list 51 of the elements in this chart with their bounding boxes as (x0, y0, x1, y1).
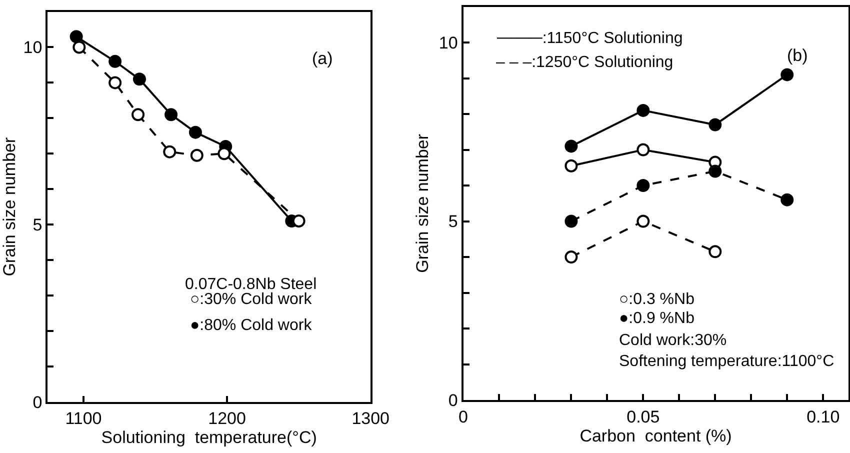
x-axis-title: Carbon content (%) (580, 426, 732, 446)
annotation: – – –:1250°C Solutioning (496, 54, 674, 71)
x-tick-label: 0.10 (806, 407, 840, 426)
point (564, 214, 578, 228)
y-tick-label: 10 (23, 38, 42, 58)
point (108, 76, 122, 90)
y-axis-title: Grain size number (412, 134, 432, 273)
point (132, 108, 145, 122)
point (780, 68, 794, 82)
point (564, 250, 578, 264)
point (190, 148, 204, 162)
point (708, 118, 722, 132)
point (780, 193, 794, 206)
point (708, 245, 722, 258)
y-tick-label: 0 (448, 390, 458, 410)
point (108, 54, 122, 68)
text: (b) (787, 46, 808, 65)
annotation: ●:80% Cold work (190, 317, 313, 334)
y-tick-label: 5 (448, 212, 458, 232)
y-axis-title: Grain size number (0, 137, 19, 276)
point (708, 164, 722, 178)
point (636, 179, 650, 192)
annotation: Cold work:30% (619, 332, 727, 349)
point (163, 145, 176, 158)
point (564, 140, 578, 153)
annotation: ○:0.3 %Nb (619, 291, 695, 308)
annotation: ●:0.9 %Nb (619, 310, 695, 327)
point (188, 126, 202, 139)
annotation: ○:30% Cold work (190, 291, 313, 308)
x-axis-title: Solutioning temperature(°C) (101, 428, 317, 448)
x-tick-label: 0.05 (626, 407, 660, 426)
y-tick-label: 10 (438, 33, 458, 52)
annotation: 0.07C-0.8Nb Steel (185, 276, 317, 293)
y-tick-label: 0 (32, 392, 42, 412)
point (72, 40, 86, 54)
point (292, 214, 306, 228)
point (636, 104, 650, 117)
point (70, 30, 83, 44)
y-tick-label: 5 (32, 215, 42, 234)
annotation: ────:1150°C Solutioning (496, 30, 683, 47)
text: (a) (312, 49, 333, 68)
point (564, 159, 578, 172)
x-tick-label: 1300 (352, 409, 390, 428)
annotation: Softening temperature:1100°C (619, 353, 834, 370)
point (164, 108, 178, 122)
x-tick-label: 1100 (65, 409, 102, 428)
point (636, 214, 650, 228)
point (218, 147, 231, 160)
x-tick-label: 1200 (208, 409, 246, 428)
point (636, 143, 650, 156)
point (132, 72, 146, 86)
